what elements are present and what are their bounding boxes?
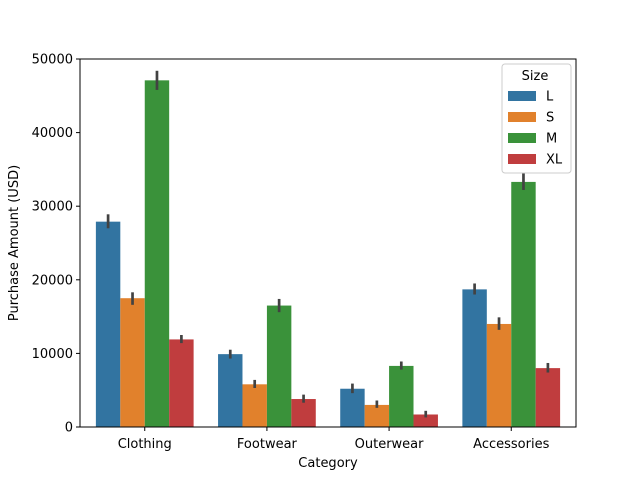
x-tick-label-outerwear: Outerwear (355, 437, 425, 452)
bar-l-outerwear (340, 388, 365, 427)
x-tick-label-accessories: Accessories (473, 437, 549, 452)
bar-xl-outerwear (413, 414, 438, 427)
y-tick-label: 10000 (32, 347, 73, 362)
bar-xl-accessories (535, 368, 561, 427)
legend-swatch-m (508, 133, 536, 143)
y-tick-label: 20000 (32, 273, 73, 288)
legend: Size LSM XL (501, 63, 572, 174)
plot-frame (79, 58, 577, 428)
bar-m-accessories (511, 181, 536, 427)
y-axis: 0 10000 20000 30000 40000 50000 (32, 53, 80, 436)
legend-swatch-l (508, 91, 536, 101)
legend-swatch-xl (508, 154, 536, 164)
legend-title: Size (522, 69, 549, 84)
x-axis: Clothing Footwear Outerwear Accessories (118, 427, 550, 452)
y-axis-label: Purchase Amount (USD) (7, 165, 22, 321)
bar-l-accessories (462, 289, 487, 427)
bars-layer (95, 80, 561, 427)
bar-l-clothing (95, 221, 121, 427)
legend-label-xl: XL (546, 153, 563, 168)
legend-swatch-s (508, 112, 536, 122)
legend-items: LSM XL (508, 90, 563, 168)
error-bars-layer (106, 70, 550, 418)
x-tick-label-clothing: Clothing (118, 437, 172, 452)
bar-m-outerwear (389, 365, 414, 427)
legend-label-m: M (546, 132, 557, 147)
x-axis-label: Category (298, 456, 358, 471)
bar-m-footwear (266, 305, 292, 427)
y-tick-label: 40000 (32, 126, 73, 141)
bar-xl-footwear (291, 399, 316, 427)
bar-xl-clothing (169, 339, 194, 427)
bar-s-accessories (486, 323, 512, 427)
bar-s-outerwear (364, 404, 390, 427)
legend-label-s: S (546, 111, 554, 126)
y-tick-label: 50000 (32, 53, 73, 68)
y-tick-label: 30000 (32, 200, 73, 215)
x-tick-label-footwear: Footwear (237, 437, 298, 452)
bar-s-footwear (242, 384, 267, 427)
legend-label-l: L (546, 90, 554, 105)
bar-m-clothing (144, 80, 170, 427)
bar-l-footwear (218, 354, 243, 427)
y-tick-label: 0 (65, 421, 73, 436)
bar-s-clothing (120, 298, 145, 427)
